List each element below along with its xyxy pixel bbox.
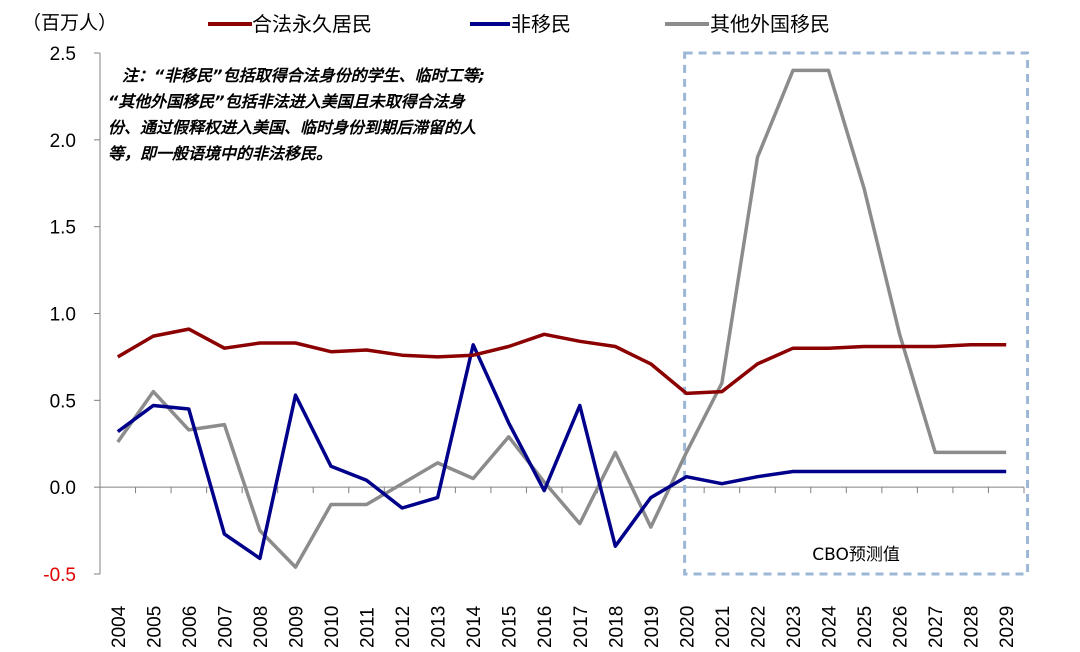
legend-item-2: 其他外国移民 [665, 12, 830, 36]
forecast-label: CBO预测值 [812, 545, 900, 565]
note-line-0: 注：“非移民”包括取得合法身份的学生、临时工等; [122, 66, 485, 85]
x-tick-label: 2021 [713, 606, 734, 648]
x-tick-label: 2017 [571, 606, 592, 648]
legend-label-2: 其他外国移民 [710, 12, 830, 36]
note-line-1: “其他外国移民”包括非法进入美国且未取得合法身 [108, 92, 467, 111]
y-tick-label: 1.5 [50, 218, 76, 239]
y-tick-label: 0.0 [50, 478, 76, 499]
legend-label-1: 非移民 [511, 12, 571, 36]
x-tick-label: 2011 [358, 607, 379, 648]
x-tick-label: 2006 [180, 606, 201, 648]
x-tick-label: 2024 [820, 605, 841, 648]
note-block: 注：“非移民”包括取得合法身份的学生、临时工等; “其他外国移民”包括非法进入美… [108, 66, 485, 163]
x-tick-label: 2005 [144, 606, 165, 648]
series-line-0 [116, 327, 1007, 396]
x-tick-label: 2020 [677, 606, 698, 648]
legend: 合法永久居民 非移民 其他外国移民 [208, 12, 830, 36]
y-unit-label: （百万人） [22, 12, 117, 34]
legend-item-1: 非移民 [470, 12, 571, 36]
y-tick-label: -0.5 [43, 565, 76, 586]
y-tick-label: 0.5 [50, 391, 76, 412]
series-lines [116, 68, 1007, 569]
x-tick-label: 2029 [997, 606, 1018, 648]
note-line-2: 份、通过假释权进入美国、临时身份到期后滞留的人 [108, 118, 477, 137]
x-tick-label: 2012 [393, 606, 414, 648]
x-tick-label: 2008 [251, 606, 272, 648]
legend-item-0: 合法永久居民 [208, 12, 372, 36]
note-line-3: 等，即一般语境中的非法移民。 [108, 144, 332, 163]
x-tick-label: 2022 [748, 606, 769, 648]
y-tick-label: 1.0 [50, 305, 76, 326]
legend-label-0: 合法永久居民 [252, 12, 372, 36]
x-tick-label: 2014 [464, 605, 485, 648]
y-tick-label: 2.5 [50, 44, 76, 65]
x-tick-label: 2007 [215, 606, 236, 648]
x-tick-label: 2018 [606, 606, 627, 648]
x-tick-label: 2016 [535, 606, 556, 648]
y-tick-label: 2.0 [50, 131, 76, 152]
x-tick-label: 2019 [642, 606, 663, 648]
x-tick-label: 2004 [109, 605, 130, 648]
x-tick-label: 2009 [286, 606, 307, 648]
x-tick-label: 2023 [784, 606, 805, 648]
x-tick-label: 2026 [891, 606, 912, 648]
x-tick-label: 2028 [962, 606, 983, 648]
x-tick-label: 2010 [322, 606, 343, 648]
x-tick-label: 2015 [500, 606, 521, 648]
x-axis: 2004 2005 2006 2007 2008 2009 2010 2011 2012 2013… [99, 486, 1025, 648]
x-tick-label: 2025 [855, 606, 876, 648]
x-tick-label: 2027 [926, 606, 947, 648]
x-tick-label: 2013 [429, 606, 450, 648]
y-axis: 2.5 2.0 1.5 1.0 0.5 0.0 -0.5 [43, 44, 101, 586]
forecast-region [683, 51, 1030, 576]
series-line-1 [116, 343, 1007, 561]
